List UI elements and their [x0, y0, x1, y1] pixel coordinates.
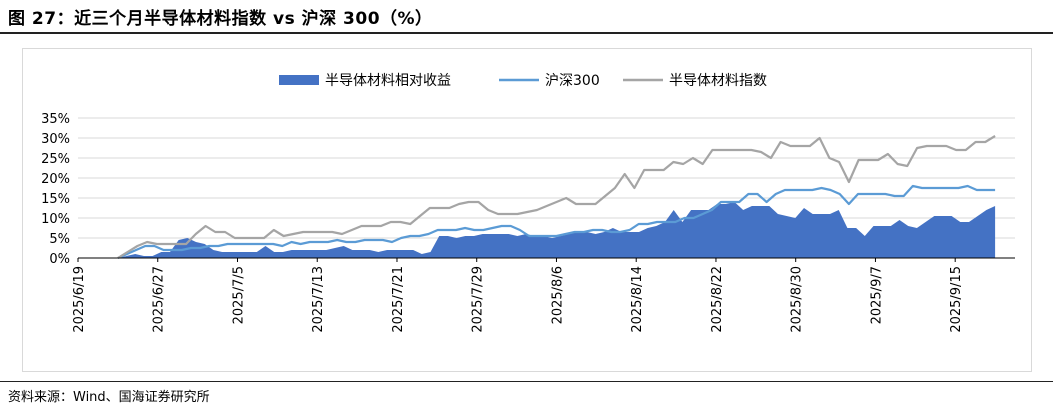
title-rule — [0, 32, 1053, 34]
x-tick-label: 2025/8/6 — [550, 266, 565, 324]
y-tick-label: 30% — [41, 132, 70, 147]
y-tick-label: 25% — [41, 152, 70, 167]
x-tick-label: 2025/9/7 — [869, 266, 884, 324]
figure-title: 图 27：近三个月半导体材料指数 vs 沪深 300（%） — [8, 9, 433, 29]
y-tick-label: 20% — [41, 172, 70, 187]
source-rule — [0, 381, 1053, 382]
x-tick-label: 2025/7/21 — [391, 266, 406, 333]
x-tick-label: 2025/7/13 — [311, 266, 326, 333]
x-tick-label: 2025/8/30 — [790, 266, 805, 333]
x-tick-label: 2025/8/22 — [710, 266, 725, 333]
x-tick-label: 2025/9/15 — [949, 266, 964, 333]
y-tick-label: 0% — [49, 252, 70, 267]
x-tick-label: 2025/6/27 — [152, 266, 167, 333]
legend-relative-return-swatch — [279, 75, 319, 85]
series-line-hs300 — [117, 184, 996, 260]
y-tick-label: 15% — [41, 192, 70, 207]
x-tick-label: 2025/6/19 — [72, 266, 87, 333]
x-tick-label: 2025/7/29 — [471, 266, 486, 333]
y-tick-label: 35% — [41, 112, 70, 127]
series-area-relative-return — [117, 202, 996, 258]
y-tick-label: 5% — [49, 232, 70, 247]
legend-semiconductor-material-index-label: 半导体材料指数 — [669, 73, 767, 89]
chart: 0% 5% 10% 15% 20% 25% 30% 35% 2025/6/19 2025/6/27… — [41, 73, 1015, 333]
series-line-semiconductor-material-index — [117, 135, 996, 259]
legend-hs300-label: 沪深300 — [545, 73, 600, 89]
legend-relative-return-label: 半导体材料相对收益 — [325, 73, 451, 89]
chart-frame: 0% 5% 10% 15% 20% 25% 30% 35% 2025/6/19 2025/6/27… — [22, 48, 1032, 372]
x-tick-label: 2025/8/14 — [630, 266, 645, 333]
source-note: 资料来源：Wind、国海证券研究所 — [8, 390, 210, 405]
x-tick-label: 2025/7/5 — [231, 266, 246, 324]
y-tick-label: 10% — [41, 212, 70, 227]
